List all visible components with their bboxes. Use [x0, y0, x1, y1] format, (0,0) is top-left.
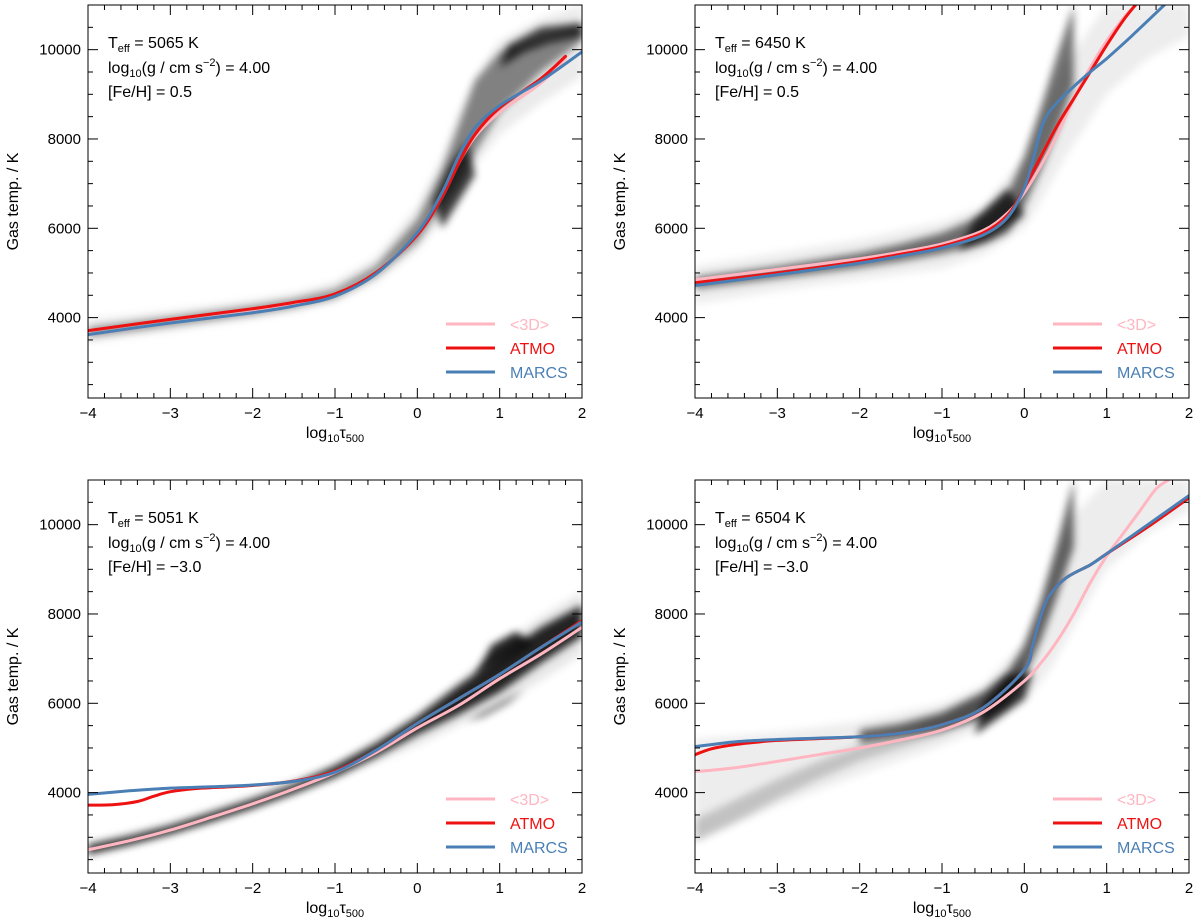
x-tick-label: −3	[162, 405, 179, 422]
y-tick-label: 6000	[655, 220, 688, 237]
legend-label: ATMO	[510, 816, 555, 833]
x-tick-label: −3	[769, 405, 786, 422]
x-tick-label: −3	[769, 880, 786, 897]
x-axis-label: log10τ500	[306, 425, 364, 445]
x-tick-label: −4	[79, 880, 96, 897]
x-tick-label: 0	[413, 880, 421, 897]
plot-area	[695, 480, 1189, 842]
x-tick-label: −1	[933, 880, 950, 897]
y-tick-label: 8000	[655, 606, 688, 623]
plot-area	[88, 5, 582, 343]
panel-2: −4 −3 −2 −1 0 1 2 4000 6000 8000 10000 log10τ500 Gas…	[612, 4, 1193, 445]
y-tick-label: 10000	[39, 517, 81, 534]
legend-label: ATMO	[510, 341, 555, 358]
x-axis-label: log10τ500	[913, 425, 971, 445]
x-tick-label: −4	[686, 880, 703, 897]
x-tick-label: −2	[244, 405, 261, 422]
plot-area	[88, 591, 582, 858]
logg-annotation: log10(g / cm s−2) = 4.00	[715, 57, 877, 80]
plot-area	[695, 5, 1189, 305]
legend-label: MARCS	[1117, 365, 1175, 382]
teff-annotation: Teff = 5065 K	[108, 35, 199, 55]
y-tick-label: 8000	[655, 131, 688, 148]
y-tick-label: 6000	[48, 220, 81, 237]
legend-label: MARCS	[510, 365, 568, 382]
series-line-marcs	[695, 5, 1166, 287]
logg-annotation: log10(g / cm s−2) = 4.00	[108, 57, 270, 80]
y-tick-label: 10000	[646, 517, 688, 534]
x-tick-label: −1	[326, 880, 343, 897]
x-axis-label: log10τ500	[913, 900, 971, 920]
x-tick-label: 1	[495, 880, 503, 897]
feh-annotation: [Fe/H] = 0.5	[108, 84, 192, 101]
density-band-2	[88, 27, 582, 337]
x-tick-label: 2	[1185, 405, 1193, 422]
x-tick-label: −2	[851, 405, 868, 422]
x-tick-label: −2	[244, 880, 261, 897]
x-tick-label: 0	[413, 405, 421, 422]
series-line-3d	[695, 480, 1170, 774]
y-tick-label: 4000	[655, 310, 688, 327]
x-tick-label: 2	[578, 405, 586, 422]
legend-label: ATMO	[1117, 816, 1162, 833]
feh-annotation: [Fe/H] = 0.5	[715, 84, 799, 101]
legend-label: MARCS	[1117, 840, 1175, 857]
x-tick-label: −1	[326, 405, 343, 422]
x-tick-label: 1	[1102, 880, 1110, 897]
x-tick-label: 0	[1020, 880, 1028, 897]
y-axis-label: Gas temp. / K	[5, 152, 22, 250]
y-tick-label: 8000	[48, 606, 81, 623]
y-axis-label: Gas temp. / K	[612, 627, 629, 725]
x-tick-label: −2	[851, 880, 868, 897]
panel-1: −4 −3 −2 −1 0 1 2 4000 6000 8000 10000 log10τ500 Gas…	[5, 4, 586, 445]
y-tick-label: 4000	[655, 785, 688, 802]
legend-label: <3D>	[510, 317, 549, 334]
legend-label: MARCS	[510, 840, 568, 857]
legend-label: ATMO	[1117, 341, 1162, 358]
x-tick-label: −1	[933, 405, 950, 422]
x-tick-label: 2	[1185, 880, 1193, 897]
density-blob-1	[433, 143, 475, 229]
y-tick-label: 4000	[48, 310, 81, 327]
x-tick-label: −4	[79, 405, 96, 422]
teff-annotation: Teff = 6450 K	[715, 35, 806, 55]
x-tick-label: 0	[1020, 405, 1028, 422]
y-tick-label: 10000	[646, 42, 688, 59]
series-line-marcs	[88, 620, 582, 796]
y-tick-label: 4000	[48, 785, 81, 802]
y-tick-label: 8000	[48, 131, 81, 148]
density-blob-1	[475, 631, 533, 677]
x-tick-label: −4	[686, 405, 703, 422]
x-tick-label: 1	[1102, 405, 1110, 422]
logg-annotation: log10(g / cm s−2) = 4.00	[108, 532, 270, 555]
panel-4: −4 −3 −2 −1 0 1 2 4000 6000 8000 10000 log10τ500 Gas…	[612, 479, 1193, 920]
panel-3: −4 −3 −2 −1 0 1 2 4000 6000 8000 10000 log10τ500 Gas…	[5, 479, 586, 920]
teff-annotation: Teff = 6504 K	[715, 510, 806, 530]
density-blob-2	[466, 689, 525, 722]
series-line-marcs	[695, 494, 1189, 749]
x-tick-label: −3	[162, 880, 179, 897]
density-blob-2	[499, 22, 582, 68]
legend-label: <3D>	[1117, 317, 1156, 334]
legend-label: <3D>	[510, 792, 549, 809]
y-axis-label: Gas temp. / K	[5, 627, 22, 725]
feh-annotation: [Fe/H] = −3.0	[715, 559, 808, 576]
x-tick-label: 1	[495, 405, 503, 422]
y-tick-label: 10000	[39, 42, 81, 59]
density-band-1	[88, 591, 582, 858]
teff-annotation: Teff = 5051 K	[108, 510, 199, 530]
density-band-2	[695, 658, 1025, 842]
legend-label: <3D>	[1117, 792, 1156, 809]
x-axis-label: log10τ500	[306, 900, 364, 920]
feh-annotation: [Fe/H] = −3.0	[108, 559, 201, 576]
y-tick-label: 6000	[655, 695, 688, 712]
y-tick-label: 6000	[48, 695, 81, 712]
series-line-marcs	[88, 50, 582, 337]
y-axis-label: Gas temp. / K	[612, 152, 629, 250]
logg-annotation: log10(g / cm s−2) = 4.00	[715, 532, 877, 555]
x-tick-label: 2	[578, 880, 586, 897]
